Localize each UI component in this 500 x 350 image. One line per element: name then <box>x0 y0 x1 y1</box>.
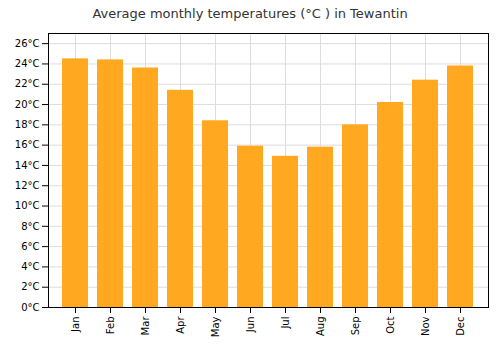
svg-text:Apr: Apr <box>175 316 186 334</box>
svg-text:10°C: 10°C <box>15 200 40 211</box>
svg-text:Feb: Feb <box>105 317 116 335</box>
svg-text:22°C: 22°C <box>15 78 40 89</box>
svg-text:May: May <box>210 316 221 337</box>
svg-text:12°C: 12°C <box>15 180 40 191</box>
svg-text:4°C: 4°C <box>21 261 39 272</box>
svg-text:Dec: Dec <box>455 317 466 336</box>
svg-text:Oct: Oct <box>385 316 396 333</box>
svg-text:Nov: Nov <box>420 316 431 336</box>
svg-text:14°C: 14°C <box>15 160 40 171</box>
svg-text:Aug: Aug <box>315 317 326 337</box>
html-text:Average monthly temperatures (: Average monthly temperatures (°C ) in Te… <box>92 6 408 21</box>
svg-text:2°C: 2°C <box>21 281 39 292</box>
svg-text:Sep: Sep <box>350 317 361 336</box>
svg-text:0°C: 0°C <box>21 302 39 313</box>
svg-text:Jun: Jun <box>245 317 256 334</box>
svg-text:16°C: 16°C <box>15 139 40 150</box>
svg-text:24°C: 24°C <box>15 58 40 69</box>
svg-text:Jan: Jan <box>70 317 81 333</box>
svg-text:8°C: 8°C <box>21 221 39 232</box>
svg-text:6°C: 6°C <box>21 241 39 252</box>
svg-text:Mar: Mar <box>140 316 151 336</box>
svg-text:18°C: 18°C <box>15 119 40 130</box>
svg-text:26°C: 26°C <box>15 38 40 49</box>
svg-text:Jul: Jul <box>280 317 291 330</box>
svg-text:20°C: 20°C <box>15 99 40 110</box>
